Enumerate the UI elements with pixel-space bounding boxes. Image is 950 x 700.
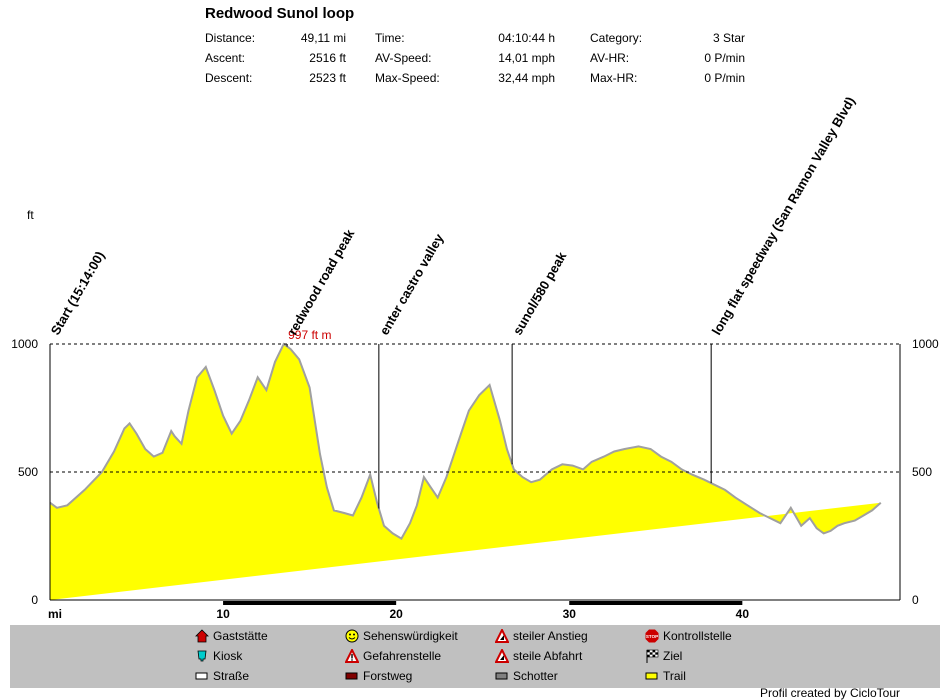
legend-item-label: Ziel (663, 649, 683, 663)
legend-item-label: steile Abfahrt (513, 649, 583, 663)
annotation-label-3: sunol/580 peak (510, 249, 570, 338)
y-tick-left-0: 0 (31, 593, 38, 607)
time-label: Time: (375, 31, 405, 45)
annotation-label-4: long flat speedway (San Ramon Valley Blv… (709, 94, 858, 337)
elevation-chart: 0 0 500 500 1000 1000 10 20 30 40 mi ft 997 ft m Star… (11, 94, 939, 621)
surface-segment-1 (569, 601, 743, 605)
annotation-label-1: redwood road peak (285, 226, 358, 337)
descent-label: Descent: (205, 71, 253, 85)
maxhr-value: 0 P/min (704, 71, 745, 85)
legend-item-label: Kontrollstelle (663, 629, 732, 643)
y-tick-left-1000: 1000 (11, 337, 38, 351)
legend-item: Sehenswürdigkeit (345, 629, 458, 643)
warning-triangle-icon (494, 627, 510, 643)
avspeed-label: AV-Speed: (375, 51, 432, 65)
distance-value: 49,11 mi (300, 31, 346, 45)
legend-item: Straße (195, 669, 249, 683)
y-tick-right-0: 0 (912, 593, 919, 607)
avhr-label: AV-HR: (590, 51, 630, 65)
avspeed-value: 14,01 mph (498, 51, 555, 65)
svg-text:STOP: STOP (646, 634, 658, 639)
maxspeed-label: Max-Speed: (375, 71, 440, 85)
exclamation-triangle-icon (344, 647, 360, 663)
legend-item: Gaststätte (195, 629, 268, 643)
maxspeed-value: 32,44 mph (498, 71, 555, 85)
legend-item: Schotter (495, 669, 558, 683)
swatch-icon (195, 669, 209, 683)
legend-item-label: Sehenswürdigkeit (363, 629, 458, 643)
smiley-icon (345, 629, 359, 643)
time-value: 04:10:44 h (498, 31, 555, 45)
category-value: 3 Star (712, 31, 745, 45)
y-tick-right-1000: 1000 (912, 337, 939, 351)
x-tick-20: 20 (389, 607, 403, 621)
x-tick-10: 10 (216, 607, 230, 621)
swatch-icon (645, 669, 659, 683)
legend-item-label: Schotter (513, 669, 558, 683)
descent-value: 2523 ft (309, 71, 346, 85)
category-label: Category: (590, 31, 643, 45)
legend-item: Gefahrenstelle (344, 647, 442, 663)
annotation-label-2: enter castro valley (376, 230, 446, 337)
legend-item-label: Forstweg (363, 669, 413, 683)
legend-item: Forstweg (345, 669, 412, 683)
chart-title: Redwood Sunol loop (205, 5, 355, 22)
legend-item: STOP Kontrollstelle (645, 629, 732, 643)
legend-item: Trail (645, 669, 686, 683)
warning-triangle-icon (494, 647, 510, 663)
credit-text: Profil created by CicloTour (759, 686, 900, 700)
x-tick-40: 40 (736, 607, 750, 621)
max-elevation-label: 997 ft m (288, 328, 331, 342)
distance-label: Distance: (205, 31, 256, 45)
surface-segment-0 (223, 601, 397, 605)
elevation-line (49, 342, 882, 540)
avhr-value: 0 P/min (704, 51, 745, 65)
legend-item-label: Straße (213, 669, 250, 683)
cup-icon (195, 649, 209, 663)
stop-sign-icon: STOP (645, 629, 659, 643)
legend-item-label: Trail (663, 669, 686, 683)
legend-item-label: steiler Anstieg (513, 629, 588, 643)
y-axis-label: ft (27, 208, 34, 222)
y-tick-right-500: 500 (912, 465, 932, 479)
y-tick-left-500: 500 (18, 465, 38, 479)
x-axis-label: mi (48, 607, 62, 621)
legend-panel (10, 625, 940, 688)
legend-item: steiler Anstieg (494, 627, 588, 643)
legend-item: Kiosk (195, 649, 242, 663)
legend-item-label: Gefahrenstelle (363, 649, 442, 663)
x-tick-30: 30 (563, 607, 577, 621)
checkered-flag-icon (645, 649, 659, 663)
ascent-value: 2516 ft (309, 51, 346, 65)
ascent-label: Ascent: (205, 51, 246, 65)
annotation-label-0: Start (15:14:00) (48, 249, 108, 338)
swatch-icon (495, 669, 509, 683)
legend-item-label: Gaststätte (213, 629, 268, 643)
maxhr-label: Max-HR: (590, 71, 638, 85)
house-icon (195, 629, 209, 643)
legend-item-label: Kiosk (213, 649, 243, 663)
legend-item: steile Abfahrt (494, 647, 583, 663)
legend-item: Ziel (645, 649, 682, 663)
swatch-icon (345, 669, 359, 683)
